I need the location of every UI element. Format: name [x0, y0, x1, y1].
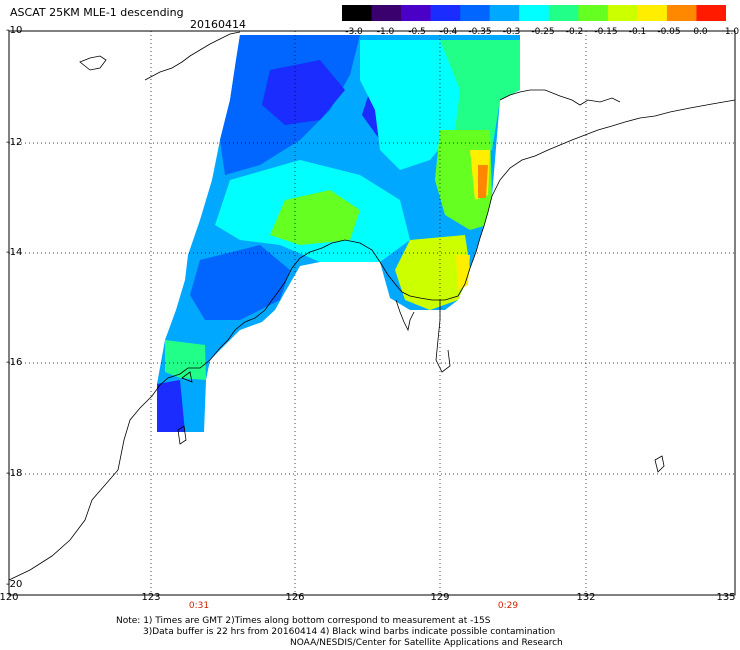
colorbar-swatch — [637, 5, 668, 21]
coastline-bight — [395, 299, 415, 332]
longitude-label: 123 — [141, 592, 161, 603]
graticule — [9, 31, 735, 595]
colorbar-label: -0.3 — [502, 27, 521, 37]
colorbar-label: 0.0 — [693, 27, 708, 37]
longitude-label: 132 — [576, 592, 596, 603]
swath-blue-mid — [190, 245, 290, 320]
coastline-joseph-bonaparte — [435, 300, 451, 373]
colorbar-swatch — [489, 5, 520, 21]
latitude-label: -18 — [6, 468, 23, 479]
island-small-2 — [177, 425, 187, 445]
coastline-cape-london — [499, 89, 621, 106]
longitude-label: 120 — [0, 592, 19, 603]
map-date: 20160414 — [190, 18, 246, 31]
longitude-label: 135 — [716, 592, 736, 603]
data-swath — [157, 35, 520, 432]
colorbar-swatch — [519, 5, 550, 21]
island-timor-1 — [79, 55, 107, 71]
colorbar-swatch — [666, 5, 697, 21]
island-small-3 — [181, 371, 193, 383]
latitude-label: -12 — [6, 137, 23, 148]
colorbar-label: -0.15 — [594, 27, 618, 37]
latitude-label: -16 — [6, 357, 23, 368]
colorbar-label: -0.35 — [468, 27, 492, 37]
colorbar-swatch — [401, 5, 432, 21]
colorbar — [342, 5, 726, 21]
coastline-australia-west — [8, 99, 736, 581]
swath-deep-blue-1 — [262, 60, 345, 125]
colorbar-swatch — [460, 5, 491, 21]
colorbar-label: -1.0 — [376, 27, 395, 37]
colorbar-label: -0.1 — [628, 27, 647, 37]
swath-cyan-north — [360, 40, 480, 170]
colorbar-swatch — [548, 5, 579, 21]
swath-deep-blue-south — [157, 380, 185, 432]
longitude-label: 126 — [285, 592, 305, 603]
swath-green-center — [270, 190, 360, 245]
colorbar-swatch — [578, 5, 609, 21]
time-mark: 0:31 — [188, 601, 210, 611]
note-line-2: 3)Data buffer is 22 hrs from 20160414 4)… — [143, 627, 556, 637]
note-line-3: NOAA/NESDIS/Center for Satellite Applica… — [290, 638, 563, 648]
longitude-label: 129 — [430, 592, 450, 603]
time-mark: 0:29 — [497, 601, 519, 611]
colorbar-swatch — [430, 5, 461, 21]
map-title: ASCAT 25KM MLE-1 descending — [10, 6, 184, 19]
colorbar-swatch — [607, 5, 638, 21]
colorbar-swatch — [371, 5, 402, 21]
colorbar-label: -3.0 — [345, 27, 363, 37]
swath-teal-south — [165, 340, 206, 380]
latitude-label: -20 — [6, 579, 23, 590]
swath-yellowgreen-east — [395, 235, 470, 310]
colorbar-label: -0.4 — [439, 27, 458, 37]
colorbar-swatch — [696, 5, 726, 21]
colorbar-label: 1.0 — [724, 27, 740, 37]
coastline — [8, 31, 736, 581]
colorbar-label: -0.25 — [531, 27, 555, 37]
colorbar-label: -0.2 — [565, 27, 584, 37]
note-line-1: Note: 1) Times are GMT 2)Times along bot… — [116, 616, 491, 626]
island-timor-2 — [144, 31, 241, 81]
latitude-label: -14 — [6, 247, 23, 258]
swath-orange — [478, 165, 488, 198]
colorbar-label: -0.05 — [657, 27, 681, 37]
latitude-label: -10 — [6, 25, 23, 36]
colorbar-label: -0.5 — [408, 27, 426, 37]
island-small-1 — [654, 455, 665, 473]
swath-yellow-2 — [456, 255, 470, 290]
colorbar-swatch — [342, 5, 373, 21]
